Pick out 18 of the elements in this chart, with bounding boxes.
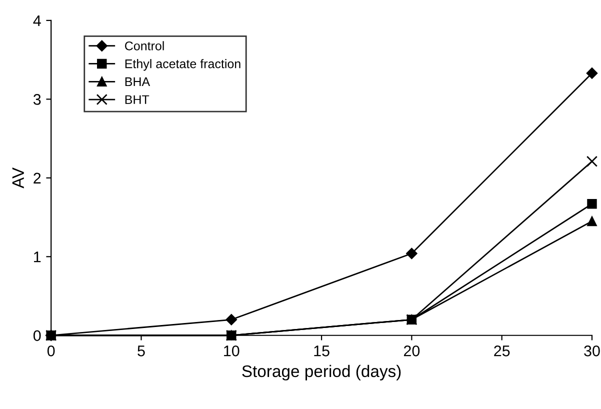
x-tick-label: 15 <box>314 346 330 356</box>
y-axis-title: AV <box>12 167 24 188</box>
x-tick-label: 5 <box>138 346 145 356</box>
x-tick-label: 10 <box>224 346 240 356</box>
legend-label: BHA <box>125 77 150 86</box>
y-tick-label: 3 <box>33 94 41 105</box>
legend-label: Ethyl acetate fraction <box>125 59 240 71</box>
x-tick-label: 0 <box>47 346 55 356</box>
x-axis-title: Storage period (days) <box>242 364 401 380</box>
y-tick-label: 4 <box>33 15 41 26</box>
legend-label: BHT <box>125 95 150 104</box>
y-tick-label: 0 <box>33 330 41 342</box>
y-tick-label: 2 <box>34 172 41 184</box>
x-tick-label: 20 <box>404 346 420 356</box>
legend-label: Control <box>125 41 164 50</box>
x-tick-label: 25 <box>494 346 510 356</box>
x-tick-label: 30 <box>584 346 600 356</box>
y-tick-label: 1 <box>34 252 41 262</box>
